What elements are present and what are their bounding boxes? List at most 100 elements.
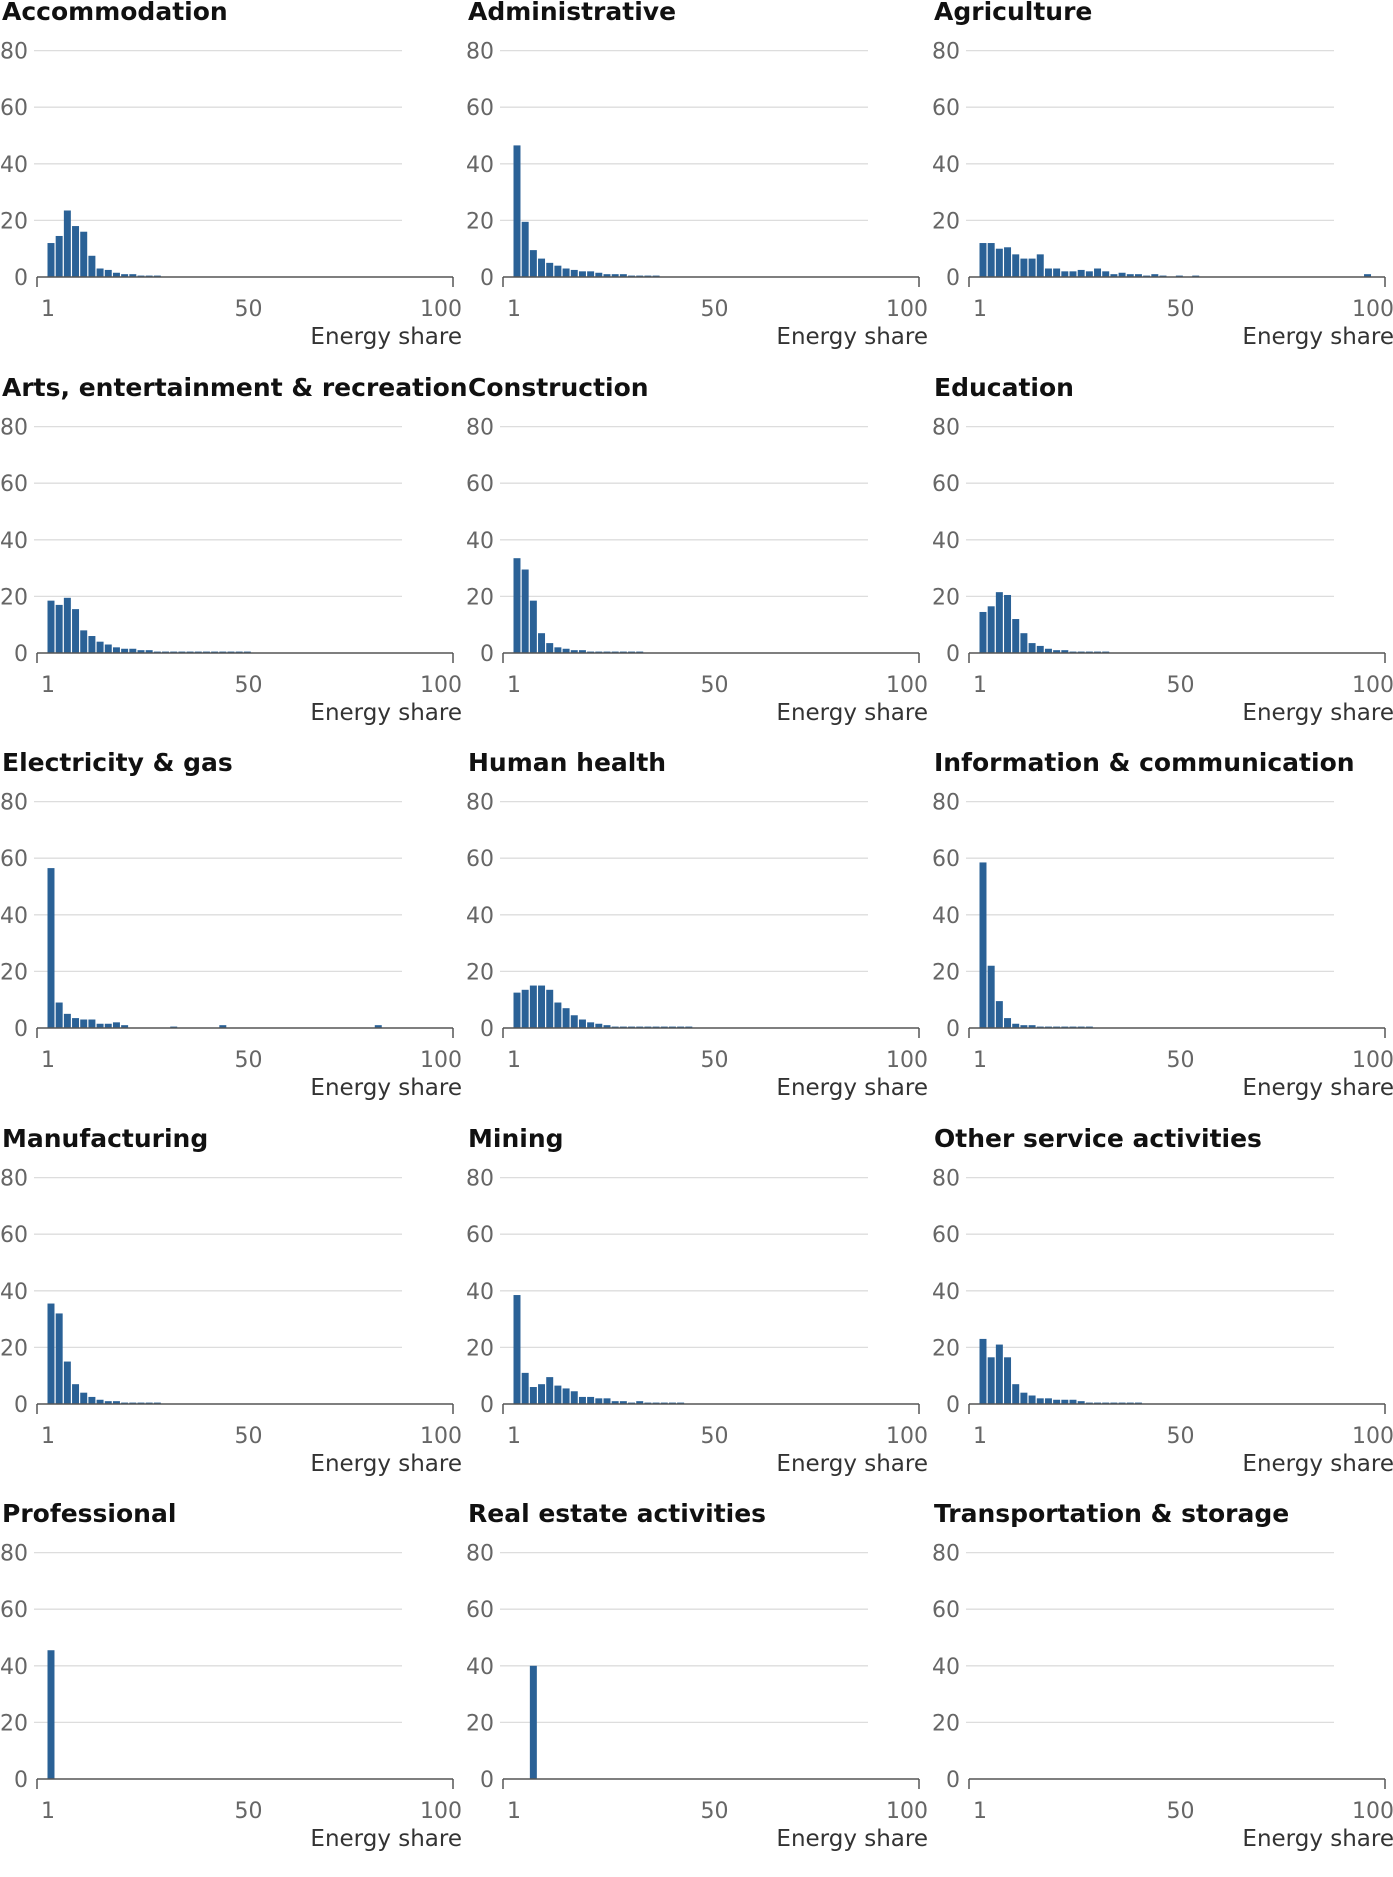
y-tick-label: 80 — [466, 1166, 494, 1191]
histogram-bar — [80, 629, 88, 653]
histogram-bar — [603, 1025, 611, 1028]
histogram-bar — [1061, 271, 1069, 277]
y-tick-label: 60 — [932, 1598, 960, 1623]
histogram-bar — [1004, 1018, 1012, 1028]
histogram-bar — [80, 1019, 88, 1028]
y-tick-label: 0 — [14, 1393, 28, 1418]
histogram-bar — [570, 1390, 578, 1404]
histogram-bar — [88, 1396, 96, 1404]
x-axis-title: Energy share — [1242, 1826, 1393, 1852]
histogram-bar — [578, 1019, 586, 1028]
y-tick-label: 0 — [946, 1017, 960, 1042]
histogram-bar — [603, 274, 611, 277]
y-tick-label: 20 — [932, 209, 960, 234]
y-tick-label: 60 — [0, 472, 28, 497]
y-tick-label: 20 — [0, 960, 28, 985]
y-tick-label: 80 — [466, 415, 494, 440]
histogram-bar — [1061, 649, 1069, 653]
panel-title: Construction — [468, 372, 649, 402]
histogram-bar — [995, 248, 1003, 277]
histogram-bar — [538, 985, 546, 1028]
histogram-bar — [1151, 274, 1159, 277]
y-tick-label: 20 — [0, 1711, 28, 1736]
x-axis-title: Energy share — [776, 1451, 928, 1477]
histogram-bar — [611, 274, 619, 277]
y-tick-label: 0 — [14, 1017, 28, 1042]
histogram-bar — [1036, 254, 1044, 277]
histogram-bar — [979, 1338, 987, 1404]
histogram-bar — [538, 258, 546, 277]
x-tick-label: 100 — [1352, 1048, 1393, 1073]
panel-title: Human health — [468, 748, 667, 777]
y-tick-label: 40 — [466, 528, 494, 553]
histogram-bar — [104, 1023, 112, 1028]
x-tick-label: 100 — [1352, 1424, 1393, 1449]
x-tick-label: 1 — [973, 297, 987, 322]
histogram-bar — [1028, 258, 1036, 277]
x-tick-label: 100 — [420, 1799, 462, 1824]
histogram-bar — [63, 1361, 71, 1404]
x-tick-label: 1 — [41, 1424, 55, 1449]
x-tick-label: 50 — [700, 1799, 728, 1824]
histogram-bar — [562, 648, 570, 653]
histogram-bar — [1012, 618, 1020, 653]
chart-panel: Information & communication 0 20 40 60 80 1 50 1… — [932, 748, 1393, 1126]
histogram-bar — [979, 862, 987, 1028]
x-tick-label: 50 — [700, 673, 728, 698]
y-tick-label: 20 — [0, 1336, 28, 1361]
x-tick-label: 50 — [234, 1799, 262, 1824]
y-tick-label: 0 — [480, 1393, 494, 1418]
y-tick-label: 20 — [932, 585, 960, 610]
histogram-bar — [1036, 645, 1044, 653]
chart-panel: Accommodation 0 20 40 60 80 1 50 100 Energy share — [0, 0, 466, 375]
panel-title: Manufacturing — [2, 1123, 209, 1153]
histogram-bar — [1069, 1399, 1077, 1404]
histogram-bar — [987, 1356, 995, 1404]
histogram-bar — [1364, 274, 1372, 277]
y-tick-label: 60 — [466, 847, 494, 872]
histogram-bar — [112, 1400, 120, 1404]
histogram-bar — [987, 243, 995, 277]
y-tick-label: 0 — [14, 642, 28, 667]
x-tick-label: 50 — [234, 1424, 262, 1449]
histogram-bar — [72, 226, 80, 277]
x-tick-label: 100 — [886, 1424, 928, 1449]
chart-panel: Professional 0 20 40 60 80 1 50 100 Energy share — [0, 1499, 466, 1877]
histogram-bar — [55, 604, 63, 653]
histogram-bar — [1053, 268, 1061, 277]
x-tick-label: 100 — [886, 297, 928, 322]
y-tick-label: 80 — [0, 40, 28, 65]
x-tick-label: 50 — [234, 673, 262, 698]
histogram-bar — [88, 635, 96, 653]
histogram-bar — [1085, 271, 1093, 277]
y-tick-label: 0 — [14, 266, 28, 291]
y-tick-label: 40 — [0, 904, 28, 929]
histogram-bar — [570, 269, 578, 277]
histogram-bar — [546, 262, 554, 277]
histogram-bar — [521, 569, 529, 653]
chart-panel: Construction 0 20 40 60 80 1 50 100 Energy share — [466, 372, 932, 751]
x-axis-title: Energy share — [1242, 324, 1393, 350]
chart-panel: Arts, entertainment & recreation 0 20 40 60 8… — [0, 372, 468, 751]
y-tick-label: 80 — [0, 415, 28, 440]
histogram-bar — [1069, 271, 1077, 277]
histogram-bar — [538, 632, 546, 653]
histogram-bar — [47, 243, 55, 277]
histogram-bar — [521, 221, 529, 277]
panel-title: Arts, entertainment & recreation — [2, 372, 468, 402]
histogram-bar — [1044, 648, 1052, 653]
histogram-bar — [513, 557, 521, 653]
histogram-bar — [1118, 272, 1126, 277]
y-tick-label: 0 — [480, 1768, 494, 1793]
histogram-bar — [47, 1303, 55, 1404]
y-tick-label: 80 — [932, 791, 960, 816]
y-tick-label: 80 — [0, 1166, 28, 1191]
x-tick-label: 100 — [1352, 297, 1393, 322]
y-tick-label: 60 — [0, 1223, 28, 1248]
histogram-bar — [88, 1019, 96, 1028]
